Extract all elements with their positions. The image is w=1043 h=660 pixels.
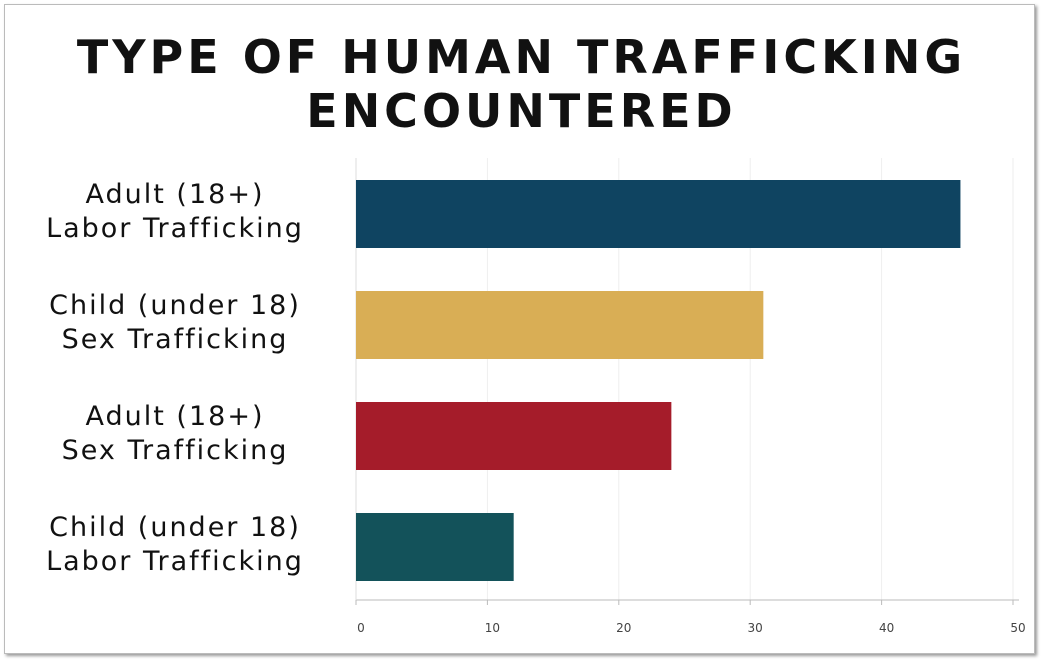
x-tick-label: 0 (357, 621, 365, 635)
frame (4, 4, 1035, 654)
y-tick-label: Adult (18+) Labor Trafficking (46, 179, 304, 244)
x-tick-label: 40 (879, 621, 894, 635)
y-tick-label: Child (under 18) Sex Trafficking (49, 290, 301, 355)
y-tick-label: Adult (18+) Sex Trafficking (61, 401, 289, 466)
x-tick-label: 20 (616, 621, 631, 635)
bar (356, 402, 672, 470)
x-tick-label: 10 (485, 621, 500, 635)
x-tick-label: 50 (1010, 621, 1025, 635)
y-tick-label: Child (under 18) Labor Trafficking (46, 512, 304, 577)
chart-title: TYPE OF HUMAN TRAFFICKING ENCOUNTERED (76, 30, 967, 138)
bar (356, 513, 514, 581)
bar (356, 180, 961, 248)
bar (356, 291, 764, 359)
x-tick-label: 30 (748, 621, 763, 635)
